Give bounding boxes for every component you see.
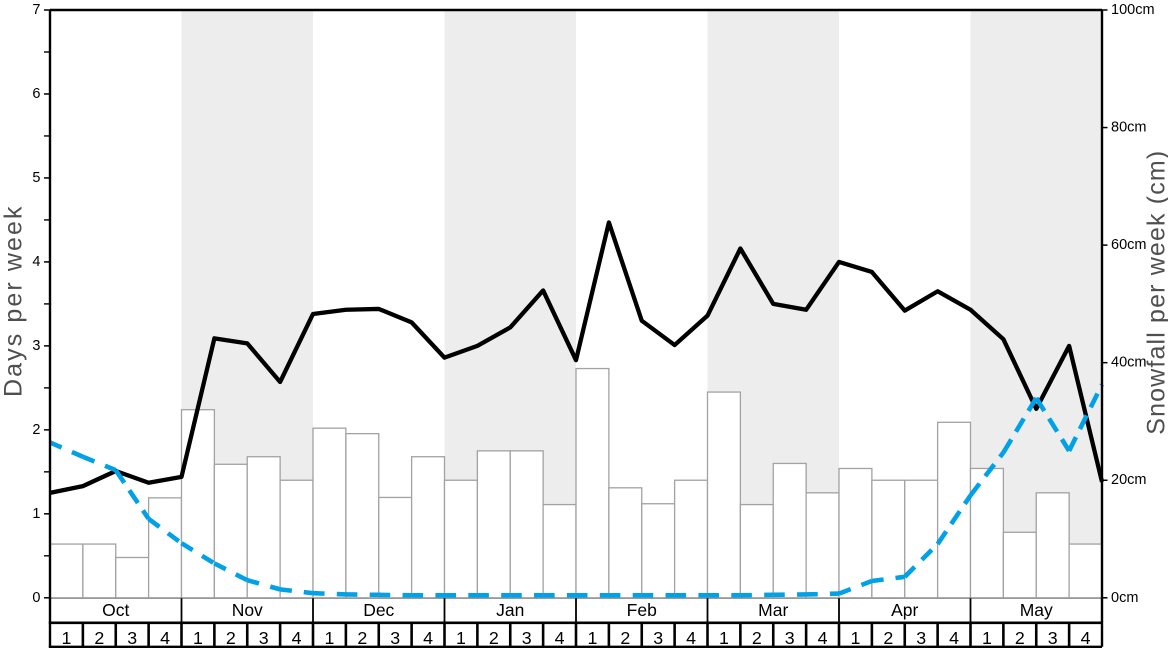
svg-text:3: 3 <box>32 338 40 354</box>
svg-text:3: 3 <box>653 628 663 648</box>
svg-text:Apr: Apr <box>891 600 918 620</box>
svg-text:Jan: Jan <box>496 600 524 620</box>
svg-text:4: 4 <box>1081 628 1091 648</box>
svg-text:2: 2 <box>357 628 367 648</box>
svg-text:4: 4 <box>160 628 170 648</box>
svg-text:3: 3 <box>127 628 137 648</box>
svg-text:4: 4 <box>555 628 565 648</box>
svg-text:2: 2 <box>94 628 104 648</box>
svg-text:3: 3 <box>916 628 926 648</box>
svg-text:2: 2 <box>883 628 893 648</box>
svg-text:Days per week: Days per week <box>0 204 27 397</box>
svg-text:0: 0 <box>32 590 40 606</box>
svg-text:60cm: 60cm <box>1111 237 1146 253</box>
svg-text:40cm: 40cm <box>1111 355 1146 371</box>
svg-text:1: 1 <box>61 628 71 648</box>
svg-text:Snowfall per week (cm): Snowfall per week (cm) <box>1142 150 1168 435</box>
svg-text:3: 3 <box>259 628 269 648</box>
svg-text:0cm: 0cm <box>1111 590 1138 606</box>
svg-text:3: 3 <box>785 628 795 648</box>
svg-text:1: 1 <box>324 628 334 648</box>
svg-text:Dec: Dec <box>363 600 394 620</box>
svg-text:2: 2 <box>489 628 499 648</box>
svg-text:20cm: 20cm <box>1111 472 1146 488</box>
svg-text:2: 2 <box>752 628 762 648</box>
svg-text:Oct: Oct <box>102 600 129 620</box>
svg-text:5: 5 <box>32 170 40 186</box>
svg-text:2: 2 <box>226 628 236 648</box>
svg-text:May: May <box>1020 600 1053 620</box>
svg-text:4: 4 <box>686 628 696 648</box>
svg-text:4: 4 <box>292 628 302 648</box>
svg-text:Mar: Mar <box>758 600 788 620</box>
svg-text:6: 6 <box>32 86 40 102</box>
svg-text:7: 7 <box>32 2 40 18</box>
svg-text:1: 1 <box>850 628 860 648</box>
svg-text:4: 4 <box>949 628 959 648</box>
svg-text:1: 1 <box>587 628 597 648</box>
svg-text:1: 1 <box>719 628 729 648</box>
svg-text:3: 3 <box>390 628 400 648</box>
svg-text:Feb: Feb <box>627 600 657 620</box>
svg-text:80cm: 80cm <box>1111 120 1146 136</box>
svg-text:100cm: 100cm <box>1111 2 1155 18</box>
svg-text:3: 3 <box>1048 628 1058 648</box>
svg-text:1: 1 <box>982 628 992 648</box>
svg-text:2: 2 <box>1015 628 1025 648</box>
svg-text:1: 1 <box>32 506 40 522</box>
svg-text:1: 1 <box>193 628 203 648</box>
svg-text:2: 2 <box>32 422 40 438</box>
svg-text:4: 4 <box>818 628 828 648</box>
svg-text:1: 1 <box>456 628 466 648</box>
svg-text:Nov: Nov <box>232 600 263 620</box>
svg-text:2: 2 <box>620 628 630 648</box>
svg-text:4: 4 <box>423 628 433 648</box>
svg-text:4: 4 <box>32 254 40 270</box>
svg-text:3: 3 <box>522 628 532 648</box>
